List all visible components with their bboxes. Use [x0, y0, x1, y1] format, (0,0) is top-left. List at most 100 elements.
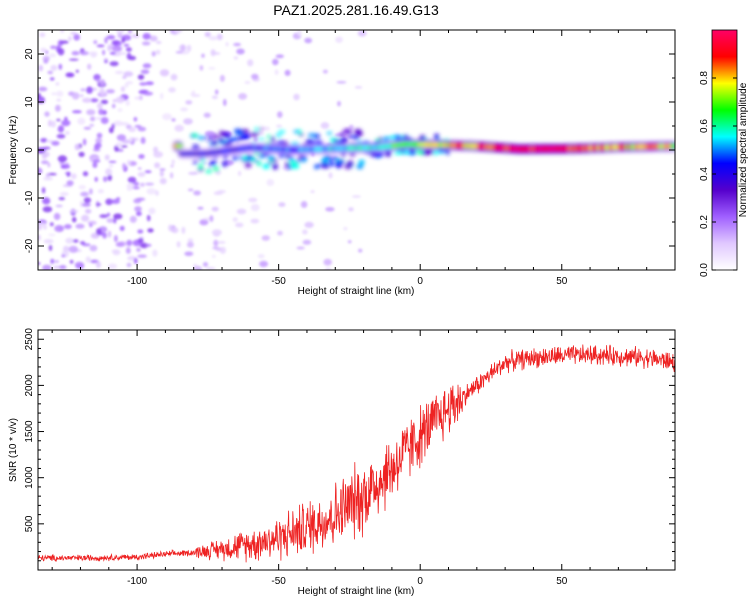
snr-y-label: SNR (10 * v/v) [8, 418, 19, 482]
spectrogram-cell [223, 98, 227, 107]
spectrogram-cell [236, 48, 245, 55]
spectrogram-cell [102, 49, 106, 56]
spectrogram-cell [199, 65, 204, 71]
spectrogram-cell [141, 41, 151, 46]
spectrogram-cell [111, 45, 122, 52]
spectrogram-cell [321, 157, 330, 163]
x-tick-label: -100 [127, 576, 147, 587]
spectrogram-cell [129, 215, 137, 223]
spectrogram-cell [64, 116, 68, 121]
spectrogram-cell [145, 243, 152, 247]
spectrogram-cell [125, 247, 131, 254]
spectrogram-cell [300, 158, 307, 163]
spectrogram-cell [171, 159, 175, 165]
spectrogram-cell [290, 163, 300, 169]
spectrogram-cell [302, 239, 312, 245]
spectrogram-cell [192, 160, 197, 164]
spectrogram-cell [64, 130, 70, 135]
spectrogram-cell [127, 255, 137, 261]
spectrogram-cell [97, 102, 103, 110]
spectrogram-cell [202, 161, 208, 165]
spectrogram-cell [347, 240, 352, 244]
y-tick-label: 2500 [24, 328, 35, 351]
spectrogram-cell [356, 164, 364, 169]
spectrogram-cell [115, 142, 123, 148]
spectrogram-cell [38, 234, 41, 241]
spectrogram-cell [328, 172, 333, 179]
spectrogram-cell [212, 254, 216, 258]
spectrogram-cell [58, 63, 63, 70]
spectrogram-cell [389, 135, 397, 140]
spectrogram-cell [100, 99, 109, 105]
spectrogram-cell [56, 118, 61, 122]
spectrogram-cell [80, 191, 89, 197]
spectrogram-cell [103, 176, 108, 183]
spectrogram-cell [154, 162, 161, 169]
spectrogram-cell [336, 81, 347, 84]
spectrogram-cell [310, 190, 315, 194]
spectrogram-cell [75, 69, 79, 73]
spectrogram-cell [190, 133, 199, 138]
spectrogram-cell [75, 223, 85, 229]
spectrogram-cell [68, 36, 72, 42]
spectrogram-cell [59, 192, 69, 196]
spectrogram-cell [39, 222, 46, 228]
spectrogram-cell [209, 215, 214, 223]
spectrogram-cell [50, 45, 57, 50]
spectrogram-cell [159, 168, 166, 171]
spectrogram-cell [93, 40, 98, 44]
spectrogram-cell [187, 238, 194, 244]
spectrogram-cell [83, 126, 92, 130]
spectrogram-cell [132, 186, 140, 190]
spectrogram-cell [258, 138, 265, 141]
spectrogram-cell [212, 141, 218, 146]
spectrogram-cell [186, 241, 194, 248]
spectrogram-cell [42, 206, 53, 213]
spectrogram-cell [145, 182, 155, 186]
spectrogram-cell [335, 160, 341, 166]
spectrogram-cell [348, 129, 352, 136]
spectrogram-cell [277, 230, 283, 236]
spectrogram-cell [223, 154, 228, 160]
spectrogram-cell [143, 91, 154, 96]
spectrogram-cell [96, 228, 102, 236]
colorbar-tick-label: 0.6 [699, 119, 710, 133]
spectrogram-cell [99, 214, 108, 219]
spectrogram-cell [251, 157, 255, 162]
spectrogram-cell [153, 146, 159, 154]
spectrogram-cell [259, 127, 263, 131]
spectrogram-cell [354, 129, 362, 135]
spectrogram-cell [89, 245, 98, 252]
spectrogram-cell [95, 137, 102, 144]
spectrogram-cell [104, 58, 108, 61]
spectrogram-cell [125, 100, 130, 106]
spectrogram-cell [232, 155, 238, 161]
spectrogram-cell [217, 190, 227, 194]
spectrogram-cell [266, 179, 275, 186]
spectrogram-cell [285, 162, 290, 167]
spectrogram-cell [348, 207, 354, 212]
spectrogram-cell [274, 69, 279, 75]
spectrogram-cell [397, 137, 406, 140]
spectrogram-cell [205, 267, 216, 270]
spectrogram-noise [38, 30, 367, 270]
spectrogram-cell [124, 82, 129, 88]
x-tick-label: 50 [556, 576, 568, 587]
spectrogram-cell [238, 136, 242, 142]
spectrogram-cell [333, 139, 338, 143]
spectrogram-cell [250, 132, 259, 137]
y-tick-label: 20 [24, 48, 35, 60]
spectrogram-cell [321, 165, 330, 169]
spectrogram-cell [43, 239, 54, 244]
spectrogram-cell [358, 159, 365, 165]
spectrogram-cell [145, 81, 154, 86]
spectrogram-cell [82, 97, 92, 103]
snr-panel: -100 -50 0 50 500 1000 1500 2000 2500 Height of … [8, 328, 676, 597]
spectrogram-cell [65, 237, 74, 244]
spectrogram-cell [108, 160, 117, 164]
spectrogram-cell [257, 160, 261, 167]
spectrogram-cell [138, 154, 145, 159]
spectrogram-cell [133, 257, 138, 264]
spectrogram-cell [351, 195, 361, 198]
